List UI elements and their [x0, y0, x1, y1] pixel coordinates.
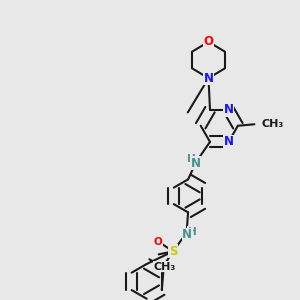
Text: O: O: [154, 237, 163, 248]
Text: O: O: [203, 35, 214, 48]
Text: N: N: [191, 157, 201, 170]
Text: H: H: [188, 226, 196, 237]
Text: S: S: [169, 245, 177, 258]
Text: N: N: [182, 228, 192, 242]
Text: N: N: [224, 103, 234, 116]
Text: CH₃: CH₃: [154, 262, 176, 272]
Text: H: H: [187, 154, 196, 164]
Text: N: N: [224, 135, 234, 148]
Text: N: N: [203, 72, 214, 85]
Text: O: O: [160, 261, 169, 272]
Text: CH₃: CH₃: [261, 119, 283, 129]
